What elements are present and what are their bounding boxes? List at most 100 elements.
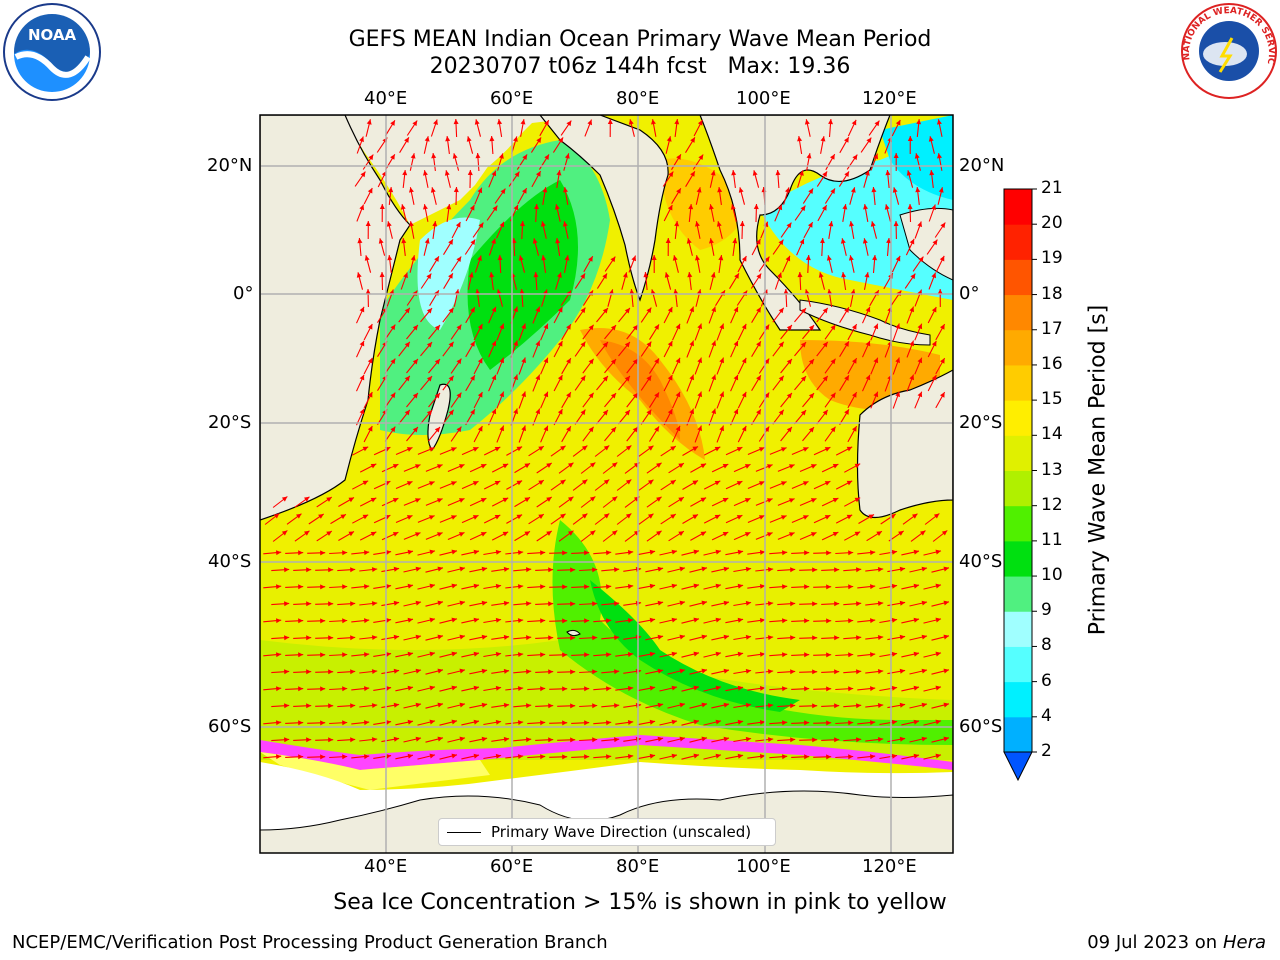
- wave-arrow-head: [455, 222, 461, 228]
- sea-ice-pink: [260, 735, 953, 770]
- wave-arrow-head: [877, 669, 884, 674]
- lon-tick-bottom-120E: 120°E: [862, 856, 917, 877]
- wave-arrow-head: [899, 566, 906, 572]
- wave-arrow-head: [536, 137, 542, 143]
- wave-arrow-head: [495, 617, 502, 623]
- wave-arrow-head: [526, 601, 532, 607]
- wave-arrow-head: [491, 374, 497, 381]
- wave-arrow-head: [895, 255, 901, 262]
- wave-arrow-head: [759, 720, 766, 725]
- wave-arrow-head: [557, 272, 562, 278]
- wave-arrow-head: [781, 515, 787, 520]
- wave-arrow-head: [834, 737, 840, 743]
- wave-arrow-head: [350, 601, 356, 607]
- wave-arrow-head: [473, 753, 479, 759]
- wave-arrow-head: [456, 324, 462, 331]
- arabian-sea-cyan: [417, 217, 480, 330]
- wave-arrow-head: [656, 496, 662, 502]
- wave-arrow-head: [364, 720, 370, 726]
- wave-arrow-head: [865, 340, 871, 347]
- wave-arrow-head: [744, 464, 751, 469]
- wave-arrow-head: [390, 358, 396, 365]
- wave-arrow-head: [709, 238, 714, 244]
- wave-arrow-head: [688, 204, 694, 210]
- wave-arrow-head: [786, 222, 792, 229]
- wave-arrow-head: [326, 531, 332, 536]
- wave-arrow-head: [643, 272, 649, 278]
- wave-arrow-head: [756, 375, 761, 381]
- wave-arrow-head: [824, 515, 831, 520]
- wave-arrow-head: [434, 325, 440, 331]
- wave-arrow-head: [778, 341, 784, 348]
- wave-arrow-head: [342, 584, 348, 590]
- wave-arrow-head: [800, 308, 806, 314]
- wave-arrow-head: [429, 651, 435, 657]
- wave-arrow-head: [873, 153, 878, 160]
- wave-arrow-head: [580, 375, 586, 382]
- colorbar-segment: [1004, 716, 1032, 753]
- wave-arrow-head: [426, 273, 432, 280]
- wave-arrow-head: [689, 340, 694, 347]
- wave-arrow-head: [276, 652, 282, 658]
- wave-arrow-head: [412, 393, 418, 399]
- wave-arrow-head: [588, 392, 594, 399]
- wave-arrow-head: [826, 720, 832, 726]
- wave-arrow-head: [426, 376, 432, 382]
- wave-arrow-head: [832, 532, 839, 537]
- wave-arrow-head: [350, 635, 356, 641]
- wave-arrow-head: [737, 651, 744, 657]
- wave-arrow-head: [610, 359, 616, 365]
- wave-arrow-head: [935, 651, 941, 657]
- wave-arrow-head: [865, 374, 871, 381]
- wave-arrow-head: [513, 136, 518, 142]
- wave-arrow-head: [810, 532, 817, 537]
- colorbar-tick-label: 11: [1041, 529, 1063, 550]
- wave-arrow-head: [804, 720, 810, 726]
- legend-line-sample: [447, 831, 481, 833]
- wave-arrow-head: [715, 685, 721, 691]
- wave-arrow-head: [432, 221, 438, 227]
- wave-arrow-head: [937, 119, 942, 125]
- wave-arrow-head: [804, 584, 810, 590]
- wave-arrow-head: [503, 736, 510, 742]
- wave-arrow-head: [631, 255, 636, 262]
- wave-arrow-head: [679, 634, 685, 640]
- wave-arrow-head: [632, 324, 638, 331]
- wave-arrow-head: [921, 634, 927, 640]
- wave-arrow-head: [830, 392, 836, 399]
- wave-arrow-head: [437, 634, 443, 640]
- wave-arrow-head: [810, 464, 817, 469]
- wave-arrow-head: [671, 549, 677, 555]
- wave-arrow-head: [434, 427, 440, 433]
- wave-arrow-head: [365, 289, 371, 295]
- colorbar-segment: [1004, 294, 1032, 331]
- wave-arrow-head: [614, 703, 620, 709]
- wave-arrow-head: [437, 702, 443, 708]
- wave-arrow-head: [804, 550, 810, 556]
- wave-arrow-head: [877, 703, 884, 708]
- wave-arrow-head: [535, 306, 540, 313]
- wave-arrow-head: [790, 635, 796, 641]
- wave-arrow-head: [602, 376, 608, 382]
- wave-arrow-head: [562, 652, 568, 658]
- colorbar-tick-label: 14: [1041, 424, 1063, 445]
- wave-arrow-head: [614, 601, 620, 607]
- wave-arrow-head: [406, 481, 413, 486]
- wave-arrow-head: [759, 550, 766, 555]
- colorbar-segment: [1004, 189, 1032, 225]
- wave-arrow-head: [580, 409, 586, 416]
- wave-arrow-head: [671, 753, 677, 759]
- wave-arrow-head: [357, 238, 363, 244]
- wave-arrow-head: [513, 204, 519, 211]
- wave-arrow-head: [477, 392, 483, 398]
- lat-tick-left-20N: 20°N: [207, 155, 253, 176]
- wave-arrow-head: [812, 567, 818, 573]
- wave-arrow-head: [891, 719, 898, 725]
- wave-arrow-head: [451, 617, 457, 623]
- wave-arrow-head: [404, 409, 410, 416]
- wave-arrow-head: [759, 447, 765, 452]
- wave-arrow-head: [410, 153, 416, 159]
- wave-arrow-head: [808, 427, 814, 433]
- wave-arrow-head: [362, 514, 369, 520]
- wave-arrow-head: [606, 618, 612, 624]
